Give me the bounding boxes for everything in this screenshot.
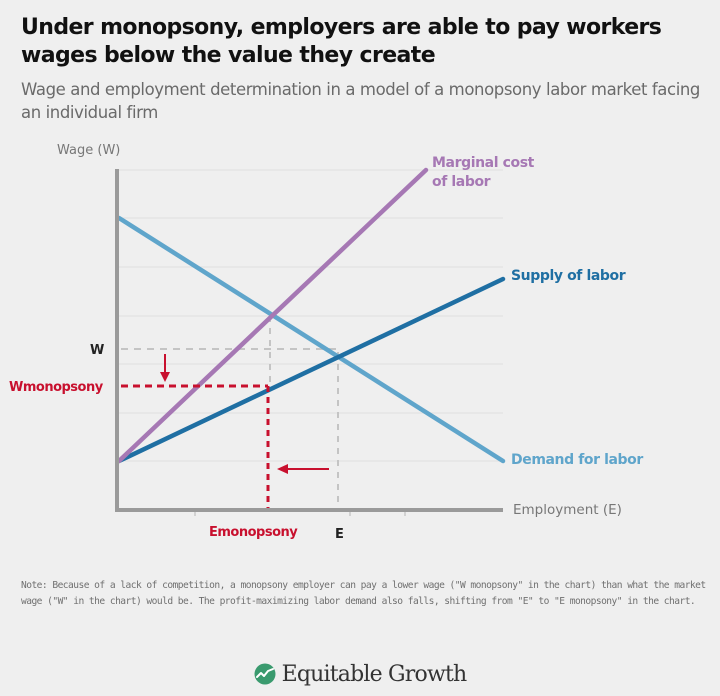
monopsony-diagram: Wage (W) Employment (E) Marginal cost of… xyxy=(9,143,644,542)
demand-label: Demand for labor xyxy=(511,452,643,468)
demand-curve xyxy=(116,215,506,464)
y-axis-label: Wage (W) xyxy=(57,143,120,158)
employment-drop-arrow-icon xyxy=(277,464,329,474)
trend-line-circle-icon xyxy=(254,663,276,685)
supply-label: Supply of labor xyxy=(511,268,626,284)
brand-name: Equitable Growth xyxy=(281,661,468,687)
e-monopsony-label: Emonopsony xyxy=(209,525,298,540)
gridlines xyxy=(119,169,503,462)
x-axis-ticks xyxy=(194,512,406,516)
chart-note: Note: Because of a lack of competition, … xyxy=(21,580,706,607)
footer-brand: Equitable Growth xyxy=(0,656,720,692)
chart-title: Under monopsony, employers are able to p… xyxy=(21,15,662,68)
chart-subtitle: Wage and employment determination in a m… xyxy=(21,80,701,122)
w-monopsony-label: Wmonopsony xyxy=(9,380,104,395)
wage-drop-arrow-icon xyxy=(160,354,170,382)
e-label: E xyxy=(335,527,344,542)
marginal-cost-curve xyxy=(116,167,429,464)
marginal-cost-label-line1: Marginal cost xyxy=(432,155,535,171)
supply-curve xyxy=(116,276,506,464)
x-axis-label: Employment (E) xyxy=(513,502,622,518)
w-label: W xyxy=(90,343,104,358)
marginal-cost-label-line2: of labor xyxy=(432,174,491,190)
